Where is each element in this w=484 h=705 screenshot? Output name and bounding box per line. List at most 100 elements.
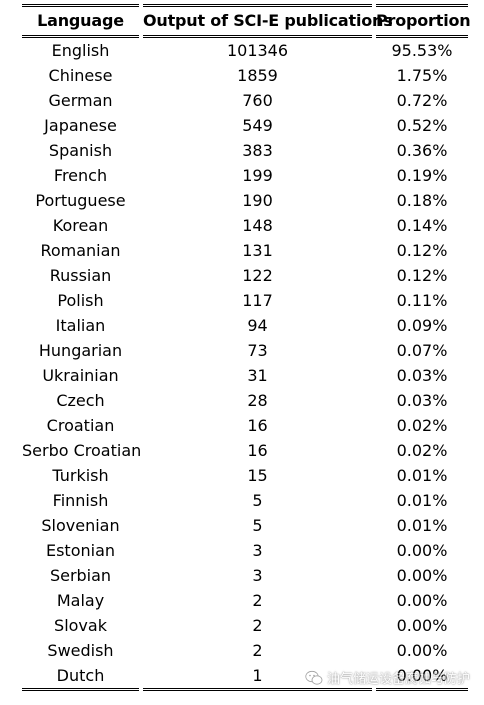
table-row: Spanish 383 0.36% bbox=[22, 138, 468, 163]
cell-language: Croatian bbox=[46, 416, 115, 435]
table-row: Korean 148 0.14% bbox=[22, 213, 468, 238]
watermark: 油气储运设备腐蚀与防护 bbox=[305, 668, 470, 687]
cell-output: 101346 bbox=[139, 36, 374, 63]
cell-proportion: 0.12% bbox=[372, 238, 468, 263]
cell-proportion: 0.12% bbox=[372, 263, 468, 288]
cell-output: 199 bbox=[139, 163, 374, 188]
cell-language: Italian bbox=[55, 316, 106, 335]
cell-language: English bbox=[51, 41, 110, 60]
cell-language: Romanian bbox=[40, 241, 121, 260]
table-row: Czech 28 0.03% bbox=[22, 388, 468, 413]
cell-proportion: 0.00% bbox=[372, 613, 468, 638]
cell-language: Czech bbox=[56, 391, 105, 410]
cell-output: 15 bbox=[139, 463, 374, 488]
cell-output: 5 bbox=[139, 513, 374, 538]
table-row: German 760 0.72% bbox=[22, 88, 468, 113]
cell-proportion: 0.09% bbox=[372, 313, 468, 338]
cell-proportion: 0.00% bbox=[372, 588, 468, 613]
cell-language: Finnish bbox=[52, 491, 109, 510]
cell-language: Serbo Croatian bbox=[22, 441, 142, 460]
cell-output: 122 bbox=[139, 263, 374, 288]
cell-language: Japanese bbox=[44, 116, 117, 135]
cell-output: 117 bbox=[139, 288, 374, 313]
table-row: Russian 122 0.12% bbox=[22, 263, 468, 288]
cell-output: 73 bbox=[139, 338, 374, 363]
cell-language: Portuguese bbox=[35, 191, 126, 210]
cell-proportion: 95.53% bbox=[372, 36, 468, 63]
header-output: Output of SCI-E publications bbox=[139, 4, 393, 38]
table-row: Croatian 16 0.02% bbox=[22, 413, 468, 438]
cell-language: Malay bbox=[56, 591, 105, 610]
table-row: Polish 117 0.11% bbox=[22, 288, 468, 313]
cell-proportion: 0.02% bbox=[372, 413, 468, 438]
table-row: Dutch 1 0.00% bbox=[22, 663, 468, 691]
cell-proportion: 0.00% bbox=[372, 538, 468, 563]
table-row: Slovak 2 0.00% bbox=[22, 613, 468, 638]
cell-proportion: 0.72% bbox=[372, 88, 468, 113]
cell-output: 148 bbox=[139, 213, 374, 238]
table-row: Estonian 3 0.00% bbox=[22, 538, 468, 563]
table-row: Japanese 549 0.52% bbox=[22, 113, 468, 138]
cell-language: Estonian bbox=[45, 541, 116, 560]
table-row: Portuguese 190 0.18% bbox=[22, 188, 468, 213]
cell-proportion: 0.00% bbox=[372, 663, 468, 691]
cell-proportion: 0.03% bbox=[372, 363, 468, 388]
table-row: Swedish 2 0.00% bbox=[22, 638, 468, 663]
cell-language: Serbian bbox=[49, 566, 112, 585]
table-row: Romanian 131 0.12% bbox=[22, 238, 468, 263]
table-row: Serbian 3 0.00% bbox=[22, 563, 468, 588]
table-row: Italian 94 0.09% bbox=[22, 313, 468, 338]
header-language: Language bbox=[22, 4, 141, 38]
cell-proportion: 0.01% bbox=[372, 463, 468, 488]
cell-language: Korean bbox=[52, 216, 109, 235]
cell-language: French bbox=[53, 166, 108, 185]
cell-output: 2 bbox=[139, 613, 374, 638]
table-body: English 101346 95.53% Chinese 1859 1.75% Germa… bbox=[22, 36, 468, 691]
cell-proportion: 0.01% bbox=[372, 488, 468, 513]
cell-proportion: 0.18% bbox=[372, 188, 468, 213]
wechat-icon bbox=[305, 670, 323, 685]
header-proportion: Proportion bbox=[372, 4, 471, 38]
cell-proportion: 0.03% bbox=[372, 388, 468, 413]
cell-language: Polish bbox=[57, 291, 104, 310]
watermark-text: 油气储运设备腐蚀与防护 bbox=[326, 672, 470, 687]
cell-proportion: 0.07% bbox=[372, 338, 468, 363]
table-row: Malay 2 0.00% bbox=[22, 588, 468, 613]
table-row: English 101346 95.53% bbox=[22, 36, 468, 63]
table-row: Hungarian 73 0.07% bbox=[22, 338, 468, 363]
cell-output: 190 bbox=[139, 188, 374, 213]
cell-language: Spanish bbox=[48, 141, 113, 160]
cell-language: Russian bbox=[49, 266, 112, 285]
cell-output: 760 bbox=[139, 88, 374, 113]
table-row: Chinese 1859 1.75% bbox=[22, 63, 468, 88]
cell-language: Turkish bbox=[52, 466, 109, 485]
table-row: Finnish 5 0.01% bbox=[22, 488, 468, 513]
cell-output: 16 bbox=[139, 438, 374, 463]
cell-output: 1859 bbox=[139, 63, 374, 88]
cell-output: 1 bbox=[139, 663, 374, 691]
cell-proportion: 0.36% bbox=[372, 138, 468, 163]
cell-output: 549 bbox=[139, 113, 374, 138]
cell-proportion: 0.52% bbox=[372, 113, 468, 138]
table-row: Ukrainian 31 0.03% bbox=[22, 363, 468, 388]
cell-output: 5 bbox=[139, 488, 374, 513]
cell-language: Dutch bbox=[22, 663, 141, 691]
cell-language: Chinese bbox=[48, 66, 113, 85]
cell-output: 28 bbox=[139, 388, 374, 413]
cell-output: 131 bbox=[139, 238, 374, 263]
language-publications-table: Language Output of SCI-E publications Pr… bbox=[22, 4, 471, 691]
cell-language: Swedish bbox=[47, 641, 114, 660]
table-row: Turkish 15 0.01% bbox=[22, 463, 468, 488]
table-row: Slovenian 5 0.01% bbox=[22, 513, 468, 538]
cell-proportion: 0.19% bbox=[372, 163, 468, 188]
cell-language: Hungarian bbox=[38, 341, 123, 360]
cell-output: 94 bbox=[139, 313, 374, 338]
cell-proportion: 1.75% bbox=[372, 63, 468, 88]
cell-proportion: 0.01% bbox=[372, 513, 468, 538]
cell-proportion: 0.11% bbox=[372, 288, 468, 313]
cell-output: 2 bbox=[139, 638, 374, 663]
cell-proportion: 0.00% bbox=[372, 563, 468, 588]
cell-language: Ukrainian bbox=[42, 366, 119, 385]
cell-language: German bbox=[48, 91, 113, 110]
table-row: Serbo Croatian 16 0.02% bbox=[22, 438, 468, 463]
